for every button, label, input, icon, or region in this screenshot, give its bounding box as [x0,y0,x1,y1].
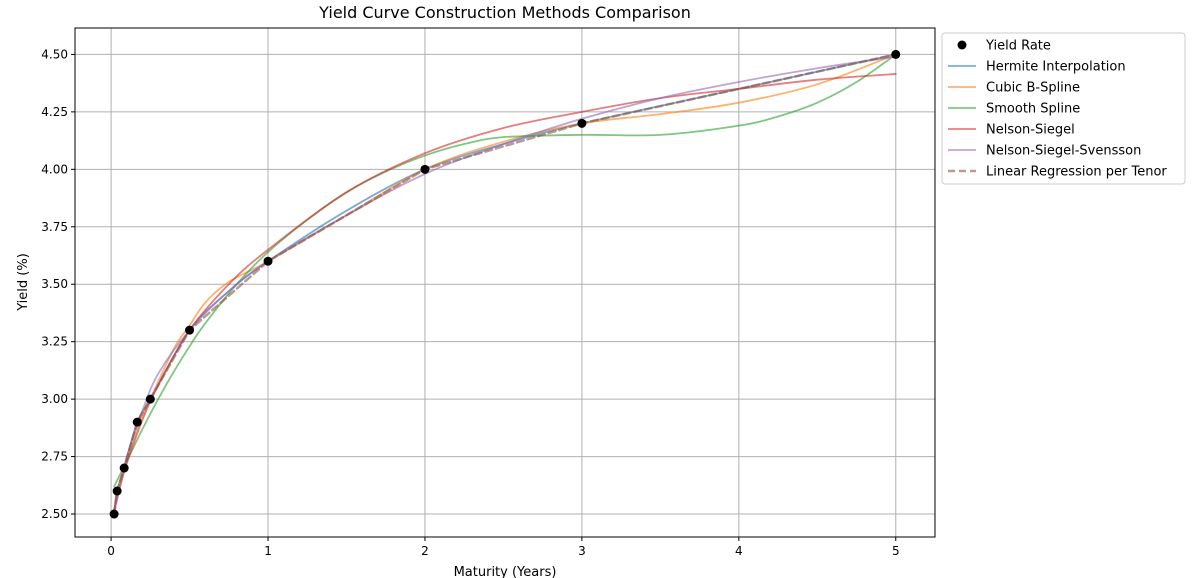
x-tick-label: 5 [892,544,900,558]
yield-rate-point [577,118,587,128]
legend-box [941,32,1186,185]
y-axis-label: Yield (%) [16,253,31,312]
grid-lines [75,28,935,537]
yield-rate-point [185,325,195,335]
points-layer [109,49,901,519]
y-tick-label: 4.25 [41,105,68,119]
x-tick-label: 3 [578,544,586,558]
legend-label: Yield Rate [985,39,1051,54]
legend-label: Linear Regression per Tenor [986,165,1167,180]
yield-rate-point [112,486,122,496]
series-line-5 [112,53,898,516]
y-tick-label: 2.50 [41,507,68,521]
series-layer [112,53,898,516]
chart-title: Yield Curve Construction Methods Compari… [318,3,691,22]
x-tick-label: 2 [421,544,429,558]
x-tick-label: 0 [107,544,115,558]
yield-rate-point [109,509,119,519]
x-tick-label: 4 [735,544,743,558]
y-tick-label: 4.50 [41,47,68,61]
y-tick-label: 3.00 [41,392,68,406]
yield-rate-point [132,417,142,427]
yield-rate-point [145,394,155,404]
yield-rate-point [420,164,430,174]
y-tick-label: 3.75 [41,220,68,234]
plot-frame [74,27,936,538]
yield-rate-point [891,49,901,59]
legend-label: Smooth Spline [986,102,1080,117]
legend-label: Hermite Interpolation [986,60,1126,75]
x-axis-label: Maturity (Years) [454,565,557,578]
yield-rate-point [119,463,129,473]
y-axis-ticks: 2.50 2.75 3.00 3.25 3.50 3.75 4.00 4.25 4.50 [41,47,75,521]
y-tick-label: 3.50 [41,277,68,291]
x-axis-ticks: 0 1 2 3 4 5 [107,537,900,558]
legend-marker-yield-rate [957,40,967,50]
yield-rate-point [263,256,273,266]
y-tick-label: 3.25 [41,335,68,349]
legend: Yield Rate Hermite Interpolation Cubic B-S… [941,32,1186,185]
y-tick-label: 4.00 [41,162,68,176]
x-tick-label: 1 [264,544,272,558]
legend-label: Nelson-Siegel [986,123,1075,138]
series-line-3 [113,73,897,511]
y-tick-label: 2.75 [41,450,68,464]
legend-label: Nelson-Siegel-Svensson [986,144,1141,159]
legend-label: Cubic B-Spline [986,81,1080,96]
